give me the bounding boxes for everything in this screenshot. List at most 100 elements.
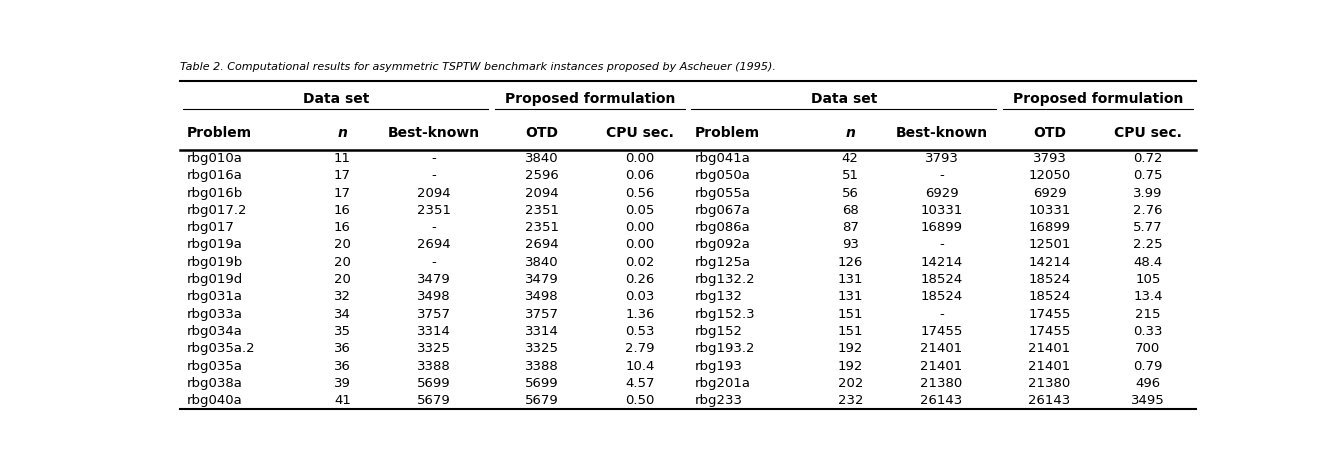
Text: 21401: 21401: [1029, 342, 1070, 355]
Text: 26143: 26143: [920, 394, 963, 407]
Text: -: -: [939, 169, 944, 183]
Text: 26143: 26143: [1029, 394, 1070, 407]
Text: rbg016b: rbg016b: [187, 187, 243, 199]
Text: 39: 39: [334, 377, 351, 390]
Text: rbg035a: rbg035a: [187, 359, 243, 373]
Text: 51: 51: [842, 169, 858, 183]
Text: 34: 34: [334, 307, 351, 321]
Text: 2694: 2694: [525, 239, 559, 251]
Text: rbg067a: rbg067a: [694, 204, 751, 217]
Text: rbg033a: rbg033a: [187, 307, 243, 321]
Text: rbg017.2: rbg017.2: [187, 204, 247, 217]
Text: 192: 192: [838, 359, 864, 373]
Text: 16899: 16899: [1029, 221, 1070, 234]
Text: 0.03: 0.03: [626, 290, 655, 303]
Text: CPU sec.: CPU sec.: [606, 126, 674, 140]
Text: 3314: 3314: [416, 325, 451, 338]
Text: 232: 232: [838, 394, 864, 407]
Text: rbg019b: rbg019b: [187, 256, 243, 269]
Text: Proposed formulation: Proposed formulation: [1013, 92, 1183, 105]
Text: 2351: 2351: [525, 204, 559, 217]
Text: rbg031a: rbg031a: [187, 290, 243, 303]
Text: 12050: 12050: [1029, 169, 1070, 183]
Text: 14214: 14214: [1029, 256, 1070, 269]
Text: 18524: 18524: [1029, 290, 1070, 303]
Text: 17455: 17455: [1029, 325, 1070, 338]
Text: 151: 151: [838, 325, 864, 338]
Text: 10331: 10331: [920, 204, 963, 217]
Text: n: n: [845, 126, 855, 140]
Text: 13.4: 13.4: [1133, 290, 1163, 303]
Text: 0.05: 0.05: [626, 204, 655, 217]
Text: -: -: [431, 169, 436, 183]
Text: Data set: Data set: [302, 92, 369, 105]
Text: Problem: Problem: [187, 126, 251, 140]
Text: 496: 496: [1135, 377, 1160, 390]
Text: rbg041a: rbg041a: [694, 152, 751, 165]
Text: 16: 16: [334, 221, 351, 234]
Text: 0.06: 0.06: [626, 169, 654, 183]
Text: 5679: 5679: [416, 394, 450, 407]
Text: 68: 68: [842, 204, 858, 217]
Text: n: n: [337, 126, 348, 140]
Text: 0.00: 0.00: [626, 221, 654, 234]
Text: 18524: 18524: [920, 273, 963, 286]
Text: -: -: [431, 256, 436, 269]
Text: 131: 131: [838, 273, 864, 286]
Text: 0.75: 0.75: [1133, 169, 1163, 183]
Text: 3793: 3793: [925, 152, 959, 165]
Text: 32: 32: [334, 290, 351, 303]
Text: rbg193: rbg193: [694, 359, 743, 373]
Text: 10331: 10331: [1029, 204, 1070, 217]
Text: 4.57: 4.57: [626, 377, 655, 390]
Text: CPU sec.: CPU sec.: [1115, 126, 1182, 140]
Text: 3325: 3325: [525, 342, 559, 355]
Text: 41: 41: [334, 394, 351, 407]
Text: 20: 20: [334, 256, 351, 269]
Text: rbg092a: rbg092a: [694, 239, 751, 251]
Text: 3840: 3840: [525, 152, 559, 165]
Text: 2694: 2694: [416, 239, 450, 251]
Text: 21380: 21380: [1029, 377, 1070, 390]
Text: 17455: 17455: [920, 325, 963, 338]
Text: 2351: 2351: [525, 221, 559, 234]
Text: 36: 36: [334, 342, 351, 355]
Text: 0.26: 0.26: [626, 273, 655, 286]
Text: 11: 11: [334, 152, 351, 165]
Text: rbg193.2: rbg193.2: [694, 342, 755, 355]
Text: 2.25: 2.25: [1133, 239, 1163, 251]
Text: 0.79: 0.79: [1133, 359, 1163, 373]
Text: 5.77: 5.77: [1133, 221, 1163, 234]
Text: 0.00: 0.00: [626, 239, 654, 251]
Text: 36: 36: [334, 359, 351, 373]
Text: rbg132: rbg132: [694, 290, 743, 303]
Text: 202: 202: [838, 377, 864, 390]
Text: rbg017: rbg017: [187, 221, 235, 234]
Text: Best-known: Best-known: [388, 126, 479, 140]
Text: Data set: Data set: [811, 92, 877, 105]
Text: 0.56: 0.56: [626, 187, 655, 199]
Text: 126: 126: [838, 256, 864, 269]
Text: 3325: 3325: [416, 342, 451, 355]
Text: 3498: 3498: [416, 290, 450, 303]
Text: 12501: 12501: [1029, 239, 1070, 251]
Text: 87: 87: [842, 221, 858, 234]
Text: 16: 16: [334, 204, 351, 217]
Text: 16899: 16899: [920, 221, 963, 234]
Text: Problem: Problem: [694, 126, 760, 140]
Text: 21401: 21401: [920, 342, 963, 355]
Text: rbg019d: rbg019d: [187, 273, 243, 286]
Text: 18524: 18524: [1029, 273, 1070, 286]
Text: 2.79: 2.79: [626, 342, 655, 355]
Text: rbg034a: rbg034a: [187, 325, 243, 338]
Text: 35: 35: [334, 325, 351, 338]
Text: 20: 20: [334, 273, 351, 286]
Text: 0.50: 0.50: [626, 394, 655, 407]
Text: OTD: OTD: [525, 126, 559, 140]
Text: 215: 215: [1135, 307, 1160, 321]
Text: 2596: 2596: [525, 169, 559, 183]
Text: rbg152: rbg152: [694, 325, 743, 338]
Text: 21380: 21380: [920, 377, 963, 390]
Text: 3479: 3479: [416, 273, 450, 286]
Text: 3479: 3479: [525, 273, 559, 286]
